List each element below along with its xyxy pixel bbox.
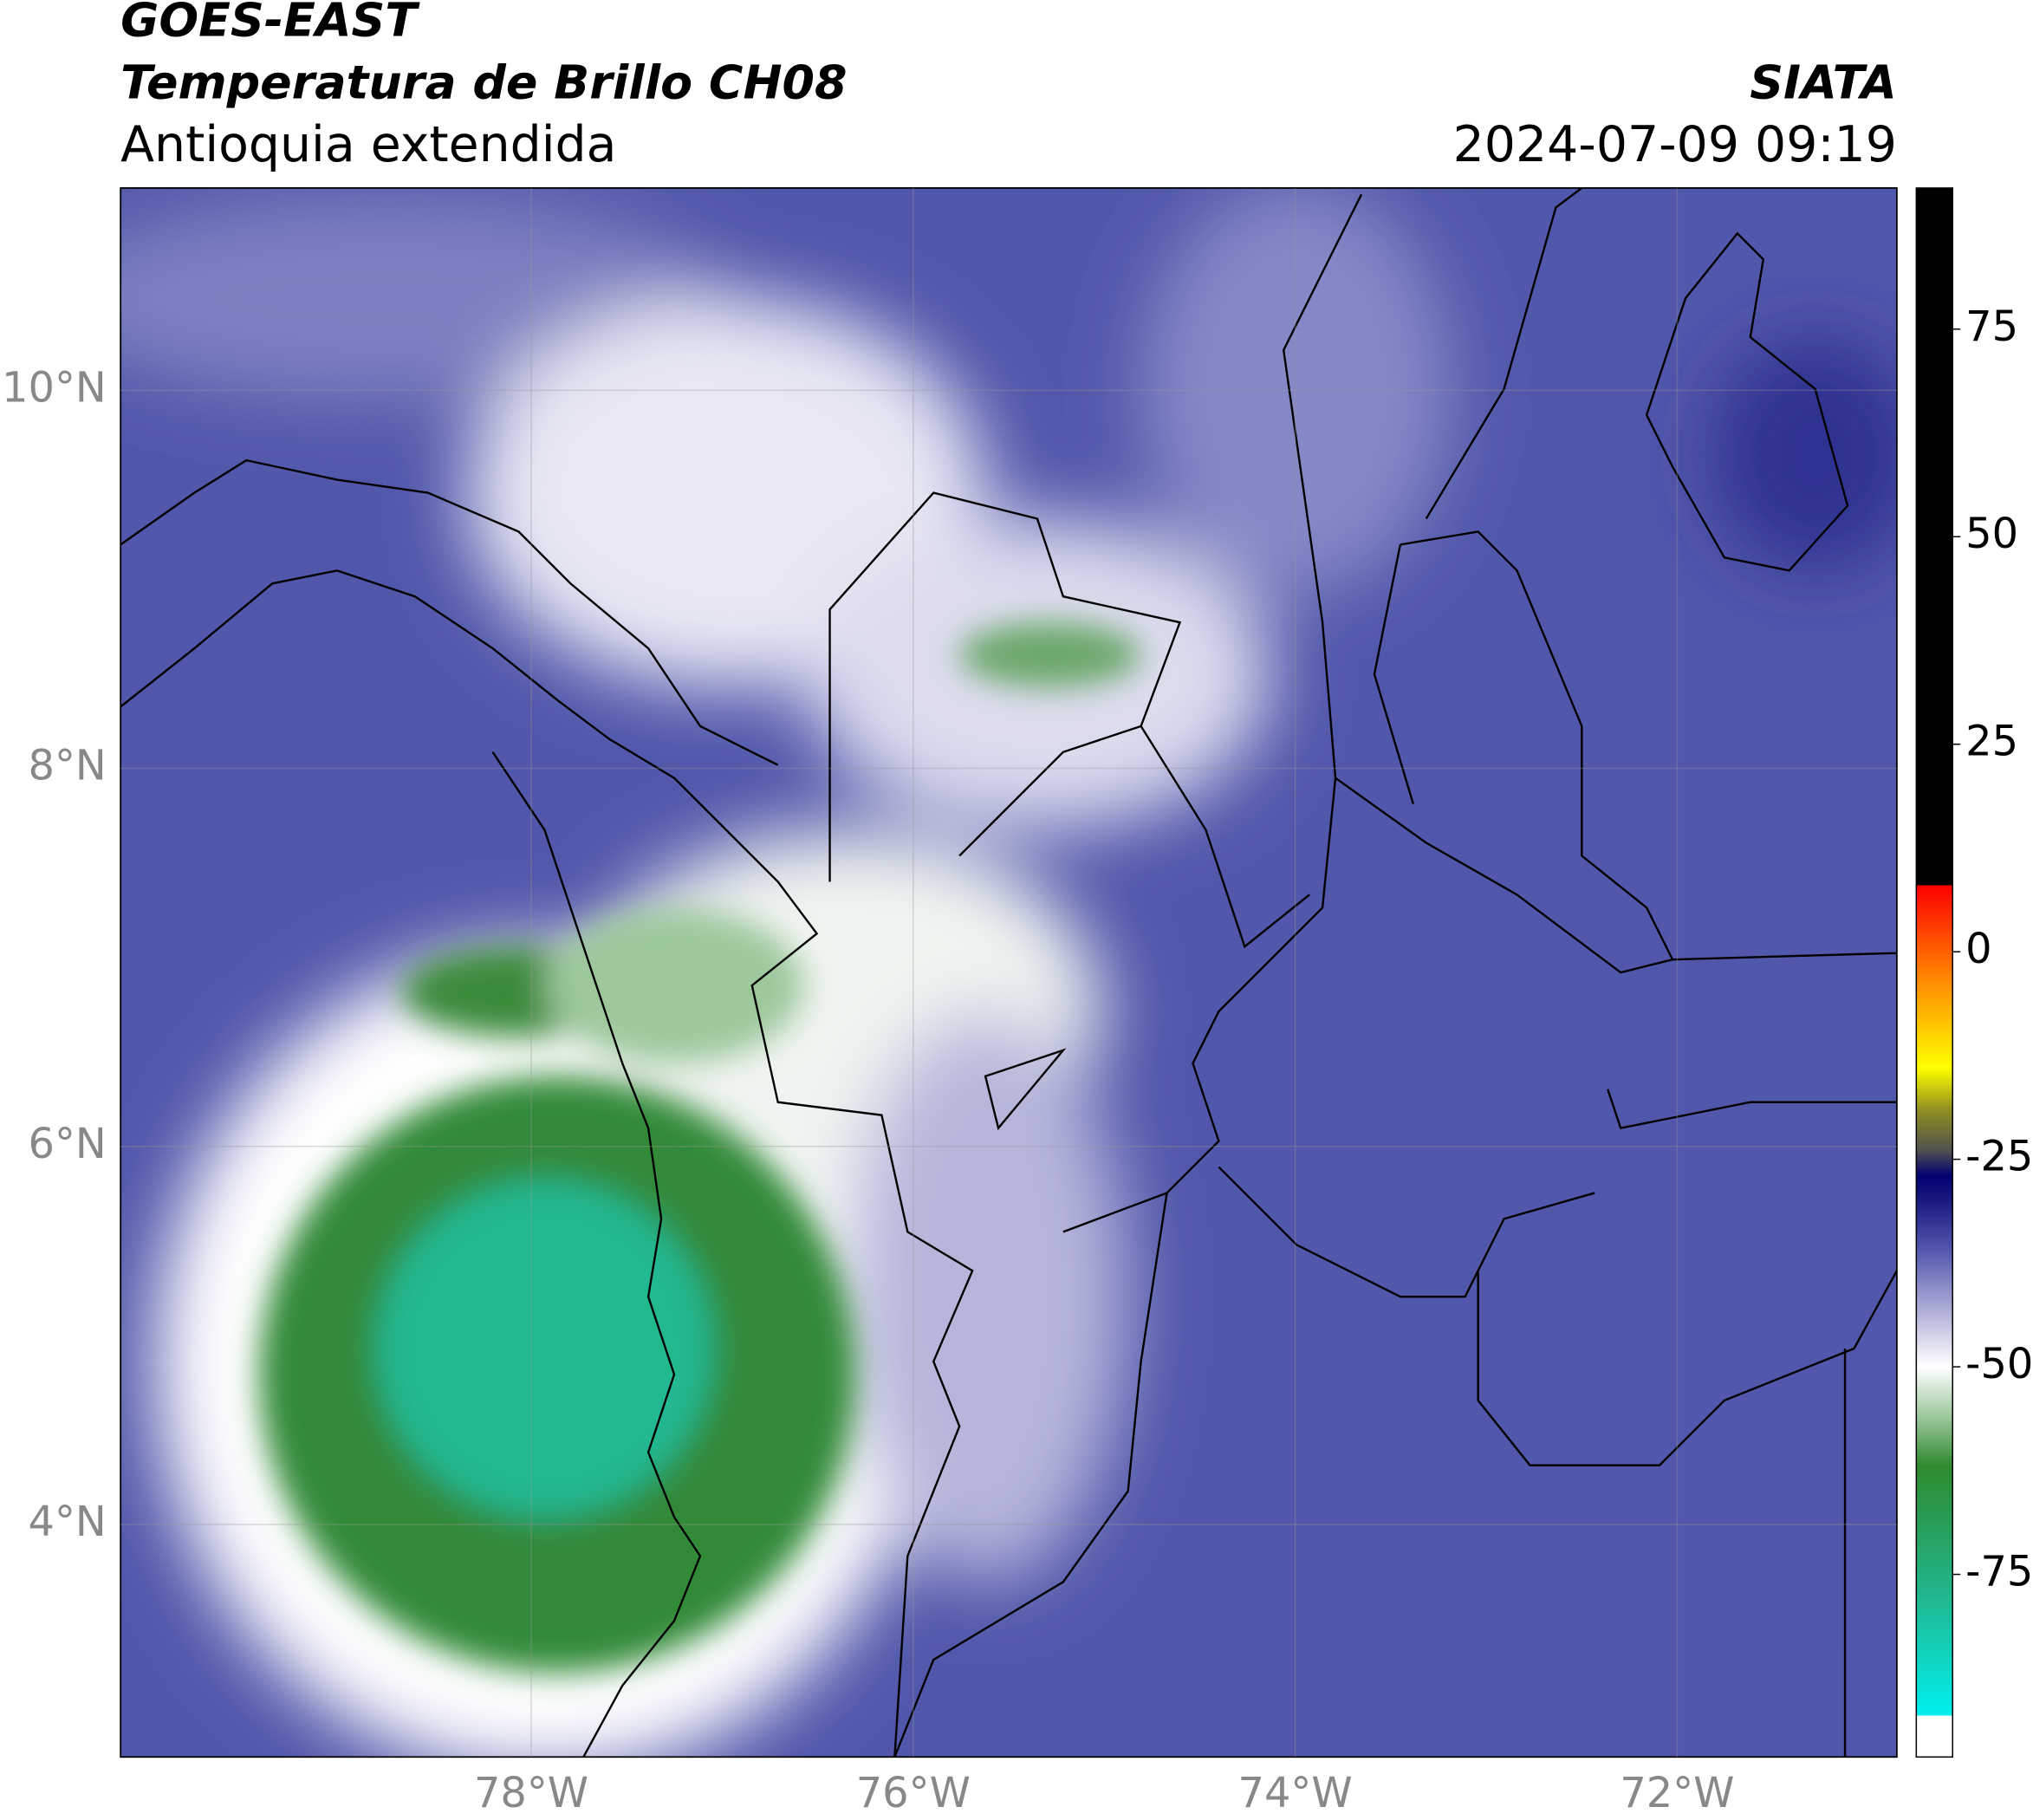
colorbar-tick-label: 50	[1965, 510, 2018, 558]
title: GOES-EAST	[120, 0, 420, 48]
y-tick-label: 4°N	[29, 1498, 107, 1546]
x-tick-label: 76°W	[856, 1770, 971, 1817]
x-tick-label: 72°W	[1620, 1770, 1734, 1817]
colorbar-tick-label: 25	[1965, 718, 2018, 766]
map	[120, 187, 1897, 1758]
x-tick-label: 78°W	[474, 1770, 588, 1817]
y-tick-label: 10°N	[2, 364, 107, 412]
y-tick-label: 8°N	[29, 743, 107, 790]
colorbar-tick-label: -50	[1965, 1341, 2033, 1388]
agency: SIATA	[1750, 55, 1897, 109]
colorbar-tick-label: 75	[1965, 303, 2018, 351]
datetime: 2024-07-09 09:19	[1453, 116, 1897, 173]
x-tick-label: 74°W	[1238, 1770, 1353, 1817]
colorbar	[1915, 187, 1953, 1758]
colorbar-tick-label: -75	[1965, 1549, 2033, 1596]
colorbar-tick-label: 0	[1965, 926, 1991, 973]
title: Temperatura de Brillo CH08	[120, 55, 847, 109]
subtitle: Antioquia extendida	[120, 116, 616, 173]
y-tick-label: 6°N	[29, 1121, 107, 1168]
colorbar-tick-label: -25	[1965, 1134, 2033, 1181]
map-frame	[120, 187, 1898, 1758]
